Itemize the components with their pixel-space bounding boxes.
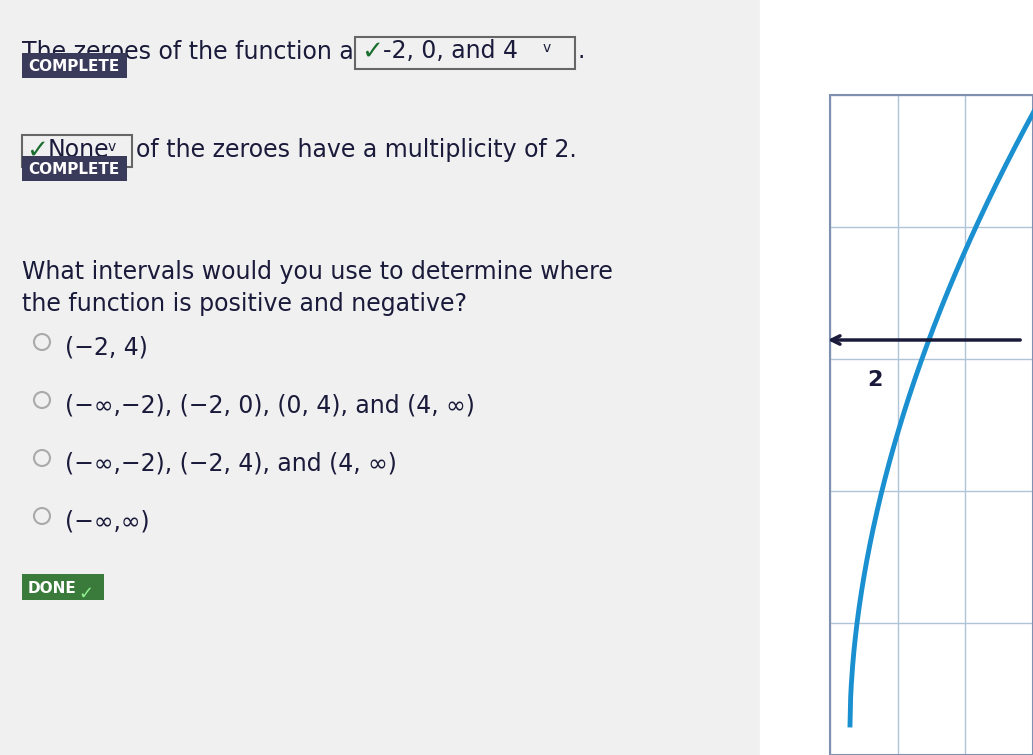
Text: v: v [543, 41, 552, 55]
Text: -2, 0, and 4: -2, 0, and 4 [383, 39, 518, 63]
Text: .: . [577, 39, 585, 63]
Text: ✓: ✓ [26, 138, 49, 164]
Text: (−∞,∞): (−∞,∞) [65, 510, 150, 534]
Bar [760, 0, 1033, 755]
Text: ✓: ✓ [79, 585, 93, 603]
Text: (−∞,−2), (−2, 4), and (4, ∞): (−∞,−2), (−2, 4), and (4, ∞) [65, 452, 397, 476]
FancyBboxPatch shape [22, 574, 104, 600]
Text: DONE: DONE [28, 581, 76, 596]
Text: (−2, 4): (−2, 4) [65, 336, 148, 360]
Text: What intervals would you use to determine where: What intervals would you use to determin… [22, 260, 613, 284]
FancyBboxPatch shape [22, 53, 127, 78]
FancyBboxPatch shape [22, 156, 127, 181]
Text: (−∞,−2), (−2, 0), (0, 4), and (4, ∞): (−∞,−2), (−2, 0), (0, 4), and (4, ∞) [65, 394, 475, 418]
Bar [829, 95, 1033, 755]
FancyBboxPatch shape [22, 135, 132, 167]
Text: 2: 2 [868, 370, 882, 390]
Text: COMPLETE: COMPLETE [28, 162, 119, 177]
Text: ✓: ✓ [361, 39, 383, 65]
Text: None: None [48, 138, 109, 162]
Text: v: v [108, 140, 117, 154]
Text: COMPLETE: COMPLETE [28, 59, 119, 74]
Text: The zeroes of the function are: The zeroes of the function are [22, 40, 377, 64]
Text: the function is positive and negative?: the function is positive and negative? [22, 292, 467, 316]
Text: of the zeroes have a multiplicity of 2.: of the zeroes have a multiplicity of 2. [136, 138, 576, 162]
FancyBboxPatch shape [355, 37, 575, 69]
